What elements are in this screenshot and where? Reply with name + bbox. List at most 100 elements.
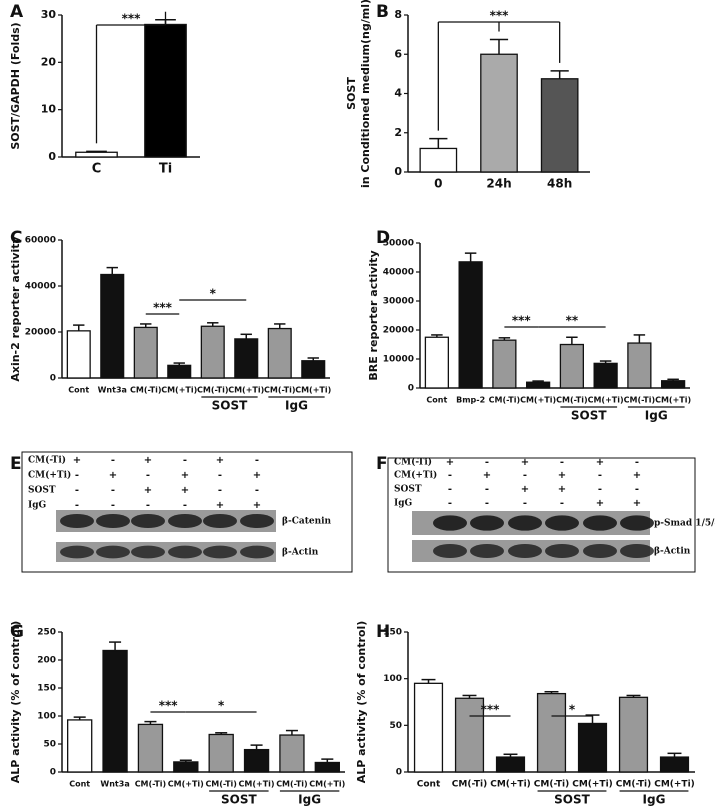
sign: - (75, 500, 79, 511)
blot-band (96, 513, 130, 529)
significance-label: * (569, 703, 576, 717)
y-tick-label: 30 (41, 8, 57, 21)
x-tick-label: Ti (159, 162, 172, 177)
band-label: β-Actin (282, 548, 319, 558)
y-tick-label: 50 (43, 740, 56, 750)
panel-letter: B (376, 2, 389, 22)
x-tick-label: 48h (547, 177, 572, 191)
bar (661, 380, 686, 389)
bar (279, 734, 305, 773)
x-tick-label: CM(+Ti) (309, 780, 345, 789)
bar (173, 761, 199, 773)
sign: + (181, 485, 189, 496)
blot-band (508, 543, 542, 559)
sign: - (75, 485, 79, 496)
blot-band (203, 545, 237, 559)
blot-band (203, 513, 237, 529)
row-label: IgG (28, 501, 46, 511)
group-label: SOST (554, 793, 590, 807)
sign: - (635, 457, 639, 468)
bar (540, 78, 579, 173)
y-tick-label: 0 (50, 768, 56, 778)
panel-letter: H (376, 622, 390, 642)
y-tick-label: 60000 (25, 236, 56, 246)
sign: - (635, 484, 639, 495)
bar (75, 151, 118, 158)
y-tick-label: 0 (408, 384, 414, 394)
y-tick-label: 150 (37, 684, 56, 694)
y-tick-label: 6 (394, 47, 402, 60)
bar (593, 362, 618, 389)
significance-label: *** (122, 12, 142, 26)
y-tick-label: 40000 (25, 282, 56, 292)
x-tick-label: CM(-Ti) (130, 386, 162, 395)
sign: - (183, 455, 187, 466)
bar (208, 733, 234, 773)
panel-letter: E (10, 454, 22, 474)
sign: - (255, 455, 259, 466)
y-axis-label: ALP activity (% of control) (355, 621, 368, 784)
sign: - (523, 498, 527, 509)
significance-label: ** (566, 314, 579, 328)
x-tick-label: CM(-Ti) (489, 396, 521, 405)
group-label: IgG (643, 793, 666, 807)
row-label: CM(+Ti) (394, 470, 437, 481)
blot-band (60, 545, 94, 559)
bar (659, 756, 690, 773)
sign: - (146, 470, 150, 481)
x-tick-label: Wnt3a (100, 780, 129, 789)
bar (618, 696, 649, 773)
blot-band (620, 515, 654, 531)
y-tick-label: 0 (396, 768, 402, 778)
sign: - (523, 470, 527, 481)
sign: - (560, 498, 564, 509)
x-tick-label: CM(+Ti) (572, 780, 613, 790)
sign: - (111, 485, 115, 496)
bar (526, 381, 551, 389)
blot-band (583, 543, 617, 559)
group-label: SOST (212, 399, 248, 413)
sign: - (183, 500, 187, 511)
x-tick-label: CM(-Ti) (556, 396, 588, 405)
bar (234, 338, 259, 379)
x-tick-label: CM(+Ti) (295, 386, 331, 395)
bar (495, 756, 526, 773)
significance-label: * (218, 699, 225, 713)
x-tick-label: CM(+Ti) (228, 386, 264, 395)
x-tick-label: C (92, 162, 102, 177)
blot-band (433, 543, 467, 559)
blot-band (131, 513, 165, 529)
sign: + (216, 455, 224, 466)
bar (301, 360, 326, 379)
sign: + (144, 485, 152, 496)
bar (424, 336, 449, 389)
x-tick-label: CM(-Ti) (205, 780, 237, 789)
group-label: SOST (221, 793, 257, 807)
bar (200, 325, 225, 379)
sign: + (109, 470, 117, 481)
blot-band (60, 513, 94, 529)
blot-band (433, 515, 467, 531)
blot-frame (21, 451, 353, 573)
sign: + (521, 457, 529, 468)
x-tick-label: CM(+Ti) (588, 396, 624, 405)
significance-label: * (210, 287, 217, 301)
y-tick-label: 4 (394, 87, 402, 100)
significance-label: *** (490, 9, 510, 23)
y-tick-label: 50 (389, 721, 402, 731)
panel-letter: D (376, 228, 390, 248)
sign: + (596, 498, 604, 509)
y-tick-label: 10000 (383, 355, 414, 365)
y-tick-label: 20000 (383, 326, 414, 336)
sign: - (448, 470, 452, 481)
band-label: β-Catenin (282, 517, 332, 527)
sign: - (218, 485, 222, 496)
y-tick-label: 30000 (383, 297, 414, 307)
bar (627, 342, 652, 389)
y-tick-label: 0 (50, 374, 56, 384)
x-tick-label: CM(-Ti) (624, 396, 656, 405)
band-label: p-Smad 1/5/8 (654, 519, 715, 529)
y-tick-label: 200 (37, 656, 56, 666)
sign: + (596, 457, 604, 468)
